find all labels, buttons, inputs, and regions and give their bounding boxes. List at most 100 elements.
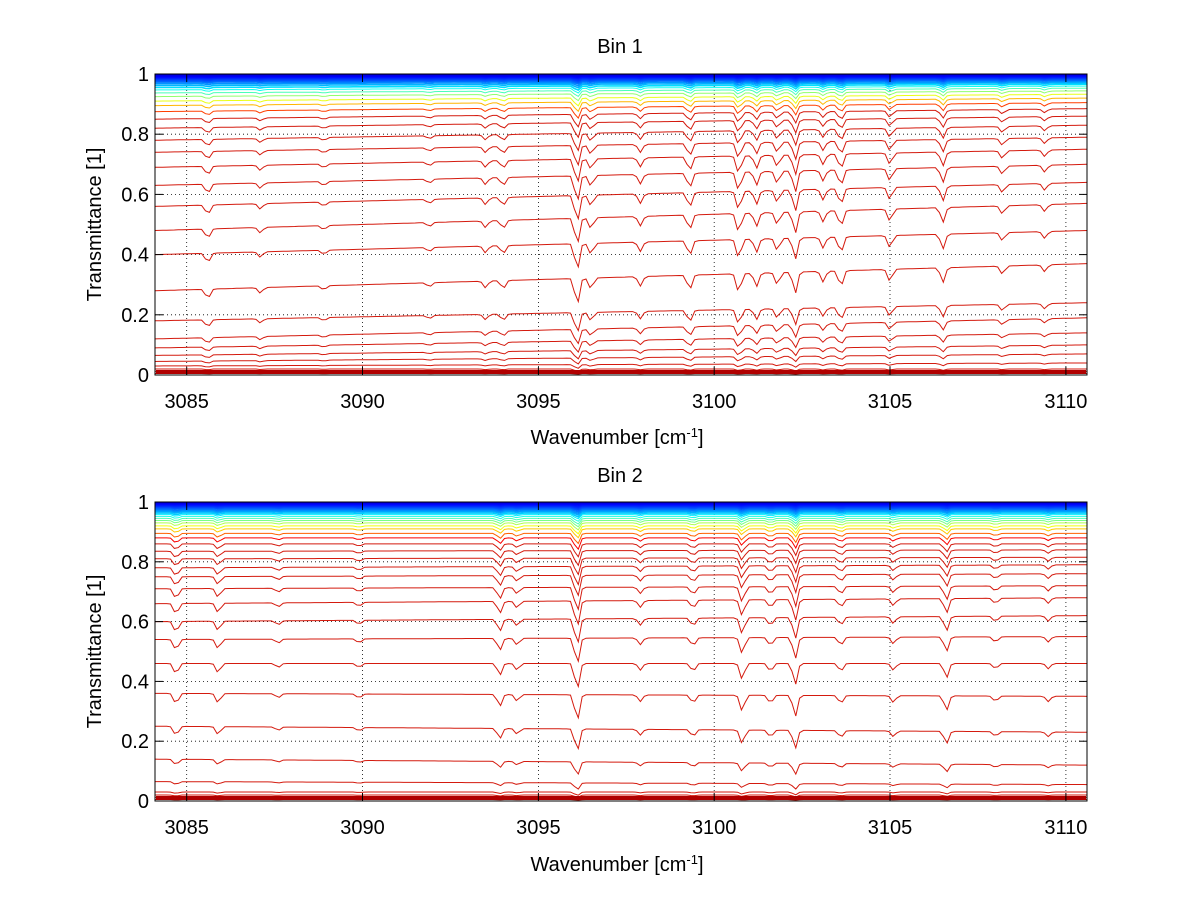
series-line	[155, 508, 1087, 513]
x-axis-label: Wavenumber [cm-1]	[530, 425, 703, 450]
x-axis-label-end: ]	[698, 427, 704, 449]
x-tick-label: 3090	[340, 817, 385, 839]
y-tick-label: 0.6	[121, 612, 149, 634]
y-tick-label: 0.8	[121, 124, 149, 146]
series-line	[155, 97, 1087, 113]
series-line	[155, 549, 1087, 567]
series-line	[155, 78, 1087, 84]
axes-frame	[154, 501, 1088, 802]
x-tick-label: 3095	[516, 391, 561, 413]
series-line	[155, 80, 1087, 87]
series-line	[154, 353, 1088, 365]
axis-ticks: 3085 3090 3095 3100 3105 3110 0 0.2 0.4 0.6 0.8 1	[121, 64, 1087, 413]
series-line	[155, 368, 1087, 372]
x-axis-label-main: Wavenumber [cm	[530, 854, 686, 876]
series-line	[154, 148, 1087, 183]
series-line	[155, 532, 1087, 545]
series-line	[155, 522, 1087, 531]
y-tick-label: 1	[138, 492, 149, 514]
series-line	[155, 83, 1087, 92]
series-line	[155, 81, 1087, 89]
y-tick-label: 0.4	[121, 671, 149, 693]
series-line	[154, 302, 1087, 333]
series-line	[155, 504, 1087, 508]
x-tick-label: 3090	[340, 391, 385, 413]
series-line	[154, 758, 1087, 776]
series-line	[155, 781, 1088, 790]
series-line	[155, 517, 1087, 525]
series-line	[154, 115, 1088, 139]
axis-ticks: 3085 3090 3095 3100 3105 3110 0 0.2 0.4 0.6 0.8 1	[121, 492, 1087, 839]
axes-background	[155, 74, 1087, 375]
axes-background	[155, 502, 1087, 801]
series-line	[154, 181, 1088, 221]
x-tick-label: 3110	[1044, 391, 1087, 413]
x-tick-label: 3085	[164, 817, 209, 839]
series-line	[155, 79, 1087, 85]
series-line	[155, 102, 1087, 120]
series-line	[155, 525, 1087, 535]
y-tick-label: 0	[138, 365, 149, 387]
series-line	[154, 163, 1088, 201]
series-line	[154, 573, 1087, 597]
series-line	[154, 202, 1088, 244]
series-line	[155, 505, 1087, 509]
series-line	[154, 263, 1088, 304]
series-line	[155, 537, 1087, 551]
x-axis-label-superscript: -1	[686, 852, 698, 867]
plot-title: Bin 1	[597, 36, 643, 58]
series-line	[155, 543, 1087, 558]
x-axis-label: Wavenumber [cm-1]	[530, 852, 703, 877]
x-tick-label: 3105	[868, 817, 913, 839]
series-line	[154, 87, 1088, 98]
x-tick-label: 3085	[164, 391, 209, 413]
axes-frame	[154, 73, 1088, 376]
series-line	[155, 514, 1087, 520]
x-tick-label: 3100	[692, 391, 737, 413]
x-tick-label: 3095	[516, 817, 561, 839]
series-line	[154, 85, 1088, 94]
series-line	[155, 93, 1087, 107]
series-line	[155, 692, 1088, 720]
series-line	[155, 512, 1087, 518]
series-line	[154, 230, 1088, 269]
x-tick-label: 3105	[868, 391, 913, 413]
series-line	[155, 615, 1087, 644]
series-line	[155, 791, 1087, 796]
plot-bin-1: Bin 1 3085 3090 3095 3100 3105 3110 0 0.2 0.4 0.6…	[84, 36, 1088, 450]
series-line	[154, 317, 1088, 345]
series-line	[155, 662, 1087, 689]
series-line	[155, 519, 1087, 528]
series-line	[154, 136, 1088, 167]
series-line	[155, 506, 1087, 510]
series-line	[155, 344, 1087, 360]
zero-band	[156, 796, 1086, 800]
series-line	[155, 507, 1087, 511]
series-line	[154, 332, 1087, 354]
zero-band	[156, 370, 1086, 374]
series-line	[155, 509, 1087, 515]
plot-title: Bin 2	[597, 465, 643, 487]
x-axis-label-superscript: -1	[686, 425, 698, 440]
y-axis-label: Transmittance [1]	[84, 575, 106, 729]
series-line	[155, 90, 1087, 102]
y-tick-label: 0.8	[121, 552, 149, 574]
series-line	[155, 636, 1088, 663]
x-tick-label: 3110	[1044, 817, 1087, 839]
series-line	[155, 564, 1087, 587]
series-line	[155, 725, 1087, 751]
series-line	[155, 515, 1087, 522]
y-tick-label: 0.6	[121, 184, 149, 206]
x-axis-label-main: Wavenumber [cm	[530, 427, 686, 449]
series-line	[155, 556, 1087, 576]
series-line	[155, 528, 1087, 539]
plot-bin-2: Bin 2 3085 3090 3095 3100 3105 3110 0 0.2 0.4 0.6…	[84, 465, 1088, 877]
x-axis-label-end: ]	[698, 854, 704, 876]
series-line	[155, 794, 1087, 798]
y-tick-label: 0.4	[121, 245, 149, 267]
series-line	[155, 503, 1087, 507]
series-line	[154, 597, 1087, 626]
series-line	[155, 124, 1087, 152]
y-tick-label: 0.2	[121, 305, 149, 327]
